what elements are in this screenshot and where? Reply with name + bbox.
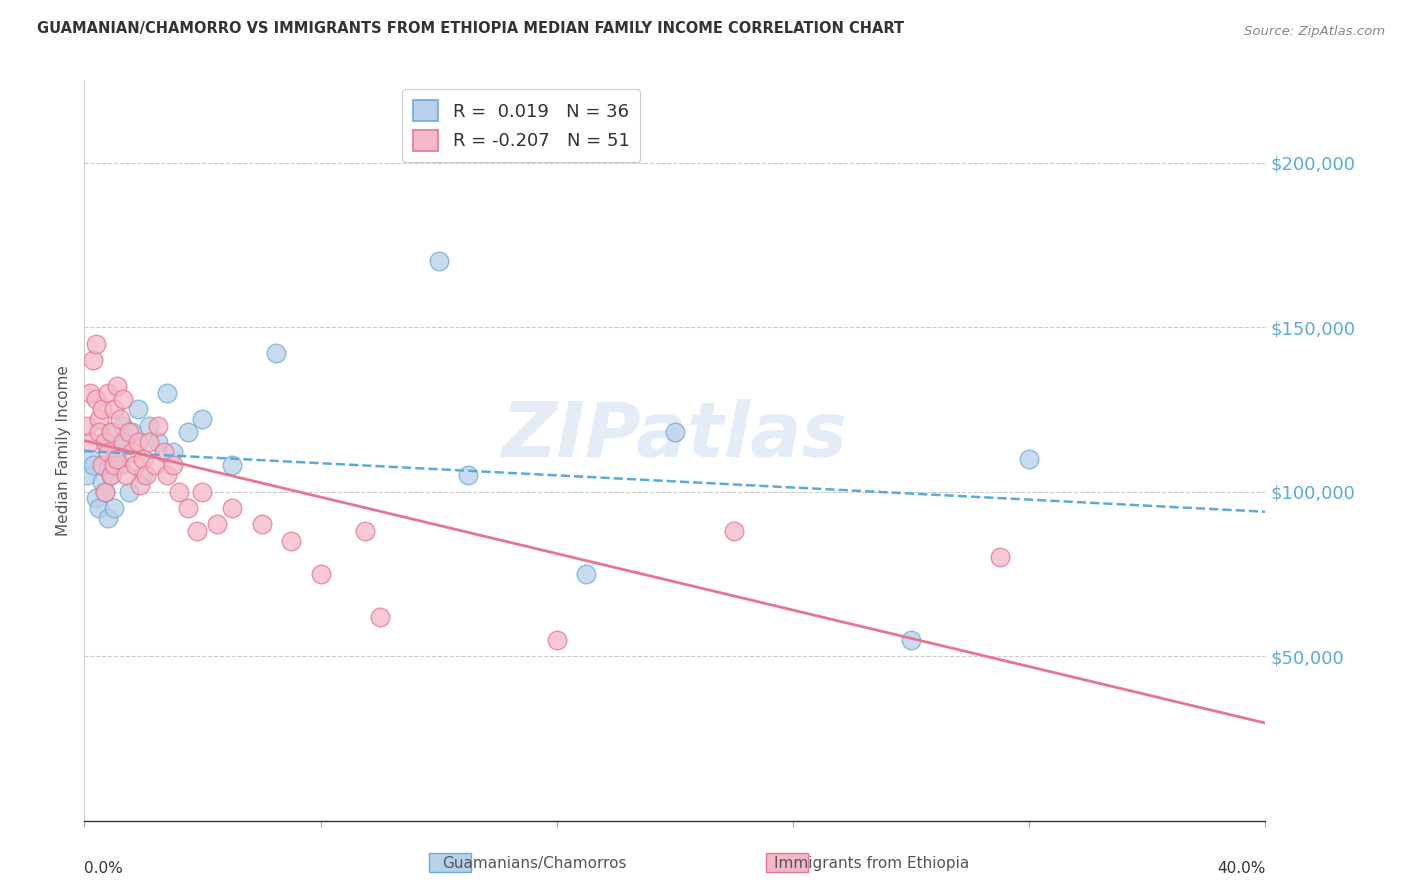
Point: [87, 425, 111, 440]
Y-axis label: Median Family Income: Median Family Income: [56, 365, 72, 536]
Point: [127, 402, 149, 417]
Point: [118, 484, 141, 499]
Point: [575, 566, 598, 581]
Point: [121, 425, 143, 440]
Point: [121, 445, 143, 459]
Point: [124, 458, 146, 473]
Point: [132, 468, 155, 483]
Text: ZIPatlas: ZIPatlas: [502, 399, 848, 473]
Point: [94, 484, 117, 499]
Point: [94, 435, 117, 450]
Point: [100, 468, 122, 483]
Point: [1018, 451, 1040, 466]
Point: [84, 336, 107, 351]
Point: [79, 451, 101, 466]
Point: [87, 412, 111, 426]
Point: [111, 392, 134, 407]
Point: [108, 412, 131, 426]
Point: [207, 517, 229, 532]
Point: [91, 402, 114, 417]
Point: [100, 425, 122, 440]
Point: [97, 385, 120, 400]
Text: 40.0%: 40.0%: [1218, 862, 1265, 876]
Point: [91, 475, 114, 489]
Point: [108, 458, 131, 473]
Point: [118, 425, 141, 440]
Point: [76, 468, 98, 483]
Point: [114, 468, 136, 483]
Point: [186, 524, 208, 538]
Point: [82, 458, 104, 473]
Point: [143, 458, 166, 473]
Point: [76, 418, 98, 433]
Point: [94, 435, 117, 450]
Point: [111, 418, 134, 433]
Point: [156, 385, 179, 400]
Text: Immigrants from Ethiopia: Immigrants from Ethiopia: [775, 856, 969, 871]
Point: [91, 458, 114, 473]
Legend: R =  0.019   N = 36, R = -0.207   N = 51: R = 0.019 N = 36, R = -0.207 N = 51: [402, 89, 641, 161]
Point: [153, 445, 176, 459]
Text: Source: ZipAtlas.com: Source: ZipAtlas.com: [1244, 25, 1385, 38]
Point: [132, 451, 155, 466]
Point: [280, 533, 302, 548]
Point: [723, 524, 745, 538]
Point: [177, 425, 200, 440]
Point: [105, 451, 128, 466]
Point: [988, 550, 1011, 565]
Point: [177, 501, 200, 516]
Point: [97, 445, 120, 459]
Point: [162, 458, 184, 473]
Point: [162, 445, 184, 459]
Point: [100, 425, 122, 440]
Point: [148, 418, 170, 433]
Point: [79, 435, 101, 450]
Point: [127, 435, 149, 450]
Point: [900, 632, 922, 647]
Point: [103, 451, 125, 466]
Point: [129, 478, 152, 492]
Point: [114, 435, 136, 450]
Point: [221, 458, 243, 473]
Point: [167, 484, 190, 499]
Point: [546, 632, 568, 647]
Point: [138, 418, 160, 433]
Point: [221, 501, 243, 516]
Point: [457, 468, 479, 483]
Point: [84, 392, 107, 407]
Point: [354, 524, 377, 538]
Point: [87, 501, 111, 516]
Text: Guamanians/Chamorros: Guamanians/Chamorros: [441, 856, 627, 871]
Point: [138, 435, 160, 450]
Point: [103, 402, 125, 417]
Point: [97, 461, 120, 475]
Point: [664, 425, 686, 440]
Point: [191, 484, 214, 499]
Point: [103, 458, 125, 473]
Point: [105, 379, 128, 393]
Point: [111, 435, 134, 450]
Point: [94, 484, 117, 499]
Text: 0.0%: 0.0%: [84, 862, 124, 876]
Point: [250, 517, 273, 532]
Point: [105, 445, 128, 459]
Point: [309, 566, 332, 581]
Text: GUAMANIAN/CHAMORRO VS IMMIGRANTS FROM ETHIOPIA MEDIAN FAMILY INCOME CORRELATION : GUAMANIAN/CHAMORRO VS IMMIGRANTS FROM ET…: [37, 21, 904, 36]
Point: [156, 468, 179, 483]
Point: [84, 491, 107, 505]
Point: [135, 468, 157, 483]
Point: [427, 254, 450, 268]
Point: [82, 353, 104, 368]
Point: [100, 468, 122, 483]
Point: [368, 609, 391, 624]
Point: [148, 435, 170, 450]
Point: [191, 412, 214, 426]
Point: [266, 346, 288, 360]
Point: [97, 511, 120, 525]
Point: [103, 501, 125, 516]
Point: [79, 385, 101, 400]
